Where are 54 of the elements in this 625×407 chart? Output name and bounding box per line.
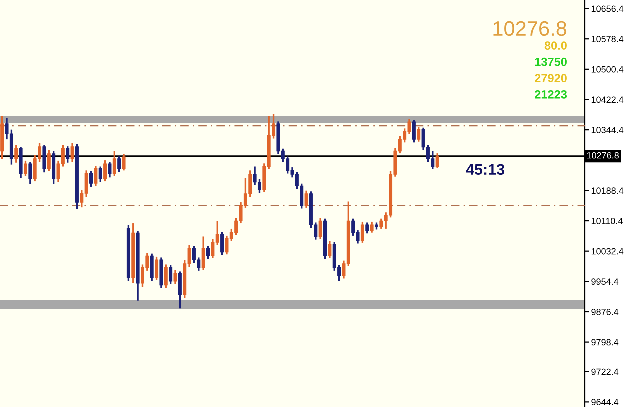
candlestick	[304, 190, 308, 209]
y-tick-label: 10578.4	[592, 36, 624, 42]
candlestick	[14, 144, 18, 164]
candlestick	[90, 170, 94, 188]
candlestick	[360, 221, 364, 244]
annotation: 21223	[535, 90, 568, 99]
y-tick-label: 9798.4	[592, 339, 619, 346]
candlestick	[66, 146, 70, 164]
candlestick	[206, 245, 210, 260]
candlestick	[155, 256, 159, 282]
candlestick	[412, 119, 416, 144]
y-tick-label: 10344.4	[592, 127, 624, 134]
y-tick-label: 10032.4	[592, 248, 624, 255]
y-tick-label: 10656.4	[592, 6, 624, 12]
candlestick	[220, 231, 224, 256]
candlestick	[42, 144, 46, 174]
candlestick	[24, 160, 28, 178]
y-tick-label: 9722.4	[592, 368, 619, 376]
y-tick-label: 9644.4	[592, 399, 619, 406]
candlestick	[436, 152, 440, 170]
candlestick	[98, 166, 102, 184]
candlestick	[94, 165, 98, 188]
candlestick	[122, 153, 126, 172]
annotation: 45:13	[466, 164, 505, 176]
candlestick	[28, 161, 32, 186]
annotation: 80.0	[544, 42, 567, 50]
y-tick-label: 9954.4	[592, 278, 619, 286]
annotation: 10276.8	[494, 21, 567, 36]
candlestick	[47, 150, 51, 172]
y-tick-label: 10500.4	[592, 66, 624, 73]
y-tick-label: 9876.4	[592, 308, 619, 316]
ref-line-label: 10276.8	[587, 152, 619, 159]
candlestick	[108, 161, 112, 178]
candlestick	[318, 217, 322, 240]
candlestick	[169, 264, 173, 285]
candlestick	[417, 126, 421, 143]
candlestick	[118, 156, 122, 174]
y-tick-label: 10422.4	[592, 96, 624, 104]
candlestick	[178, 270, 182, 310]
candlestick	[112, 150, 116, 178]
annotation: 27920	[535, 74, 567, 83]
candlestick	[104, 160, 108, 182]
y-tick-label: 10188.4	[592, 188, 624, 194]
candlestick	[366, 222, 370, 234]
candlestick	[328, 240, 332, 260]
y-tick-label: 10110.4	[592, 218, 623, 224]
candlestick	[202, 236, 206, 271]
candlestick	[150, 253, 154, 282]
annotation: 13750	[535, 58, 567, 66]
candlestick	[164, 264, 168, 289]
candlestick	[258, 178, 262, 194]
candlestick	[370, 221, 374, 234]
candlestick	[174, 269, 178, 285]
candlestick	[70, 142, 74, 163]
